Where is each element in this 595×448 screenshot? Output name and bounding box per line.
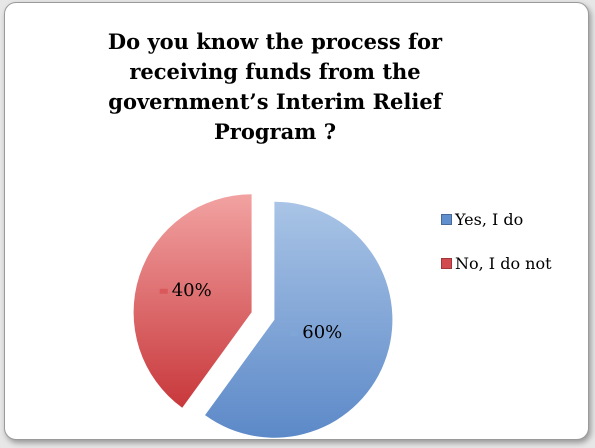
data-label-no: 40% <box>172 280 212 301</box>
data-label-yes: 60% <box>302 322 342 343</box>
data-label-yes-marker <box>290 331 299 337</box>
legend: Yes, I do No, I do not <box>441 208 552 296</box>
legend-label-no: No, I do not <box>455 253 552 273</box>
legend-swatch-no <box>441 257 452 269</box>
pie-chart: 60% 40% <box>133 194 393 438</box>
chart-title: Do you know the process for receiving fu… <box>107 29 443 144</box>
legend-item-no: No, I do not <box>441 252 552 274</box>
chart-card: Do you know the process for receiving fu… <box>4 2 589 440</box>
pie-slice-yes <box>205 201 393 438</box>
legend-label-yes: Yes, I do <box>455 209 524 229</box>
legend-item-yes: Yes, I do <box>441 208 552 230</box>
pie-slice-no <box>133 194 252 408</box>
legend-swatch-yes <box>441 213 452 225</box>
data-label-no-marker <box>159 288 168 294</box>
